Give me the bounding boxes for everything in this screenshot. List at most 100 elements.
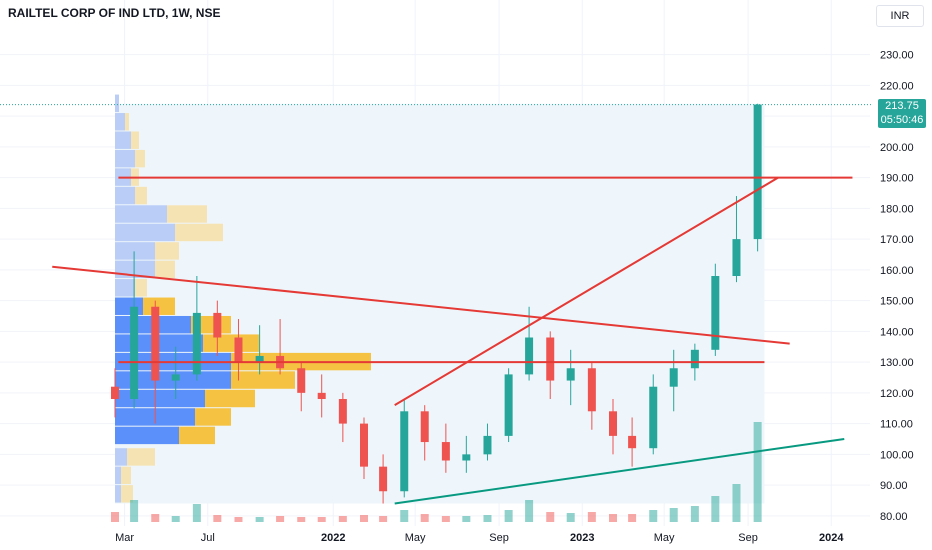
candle — [441, 423, 450, 473]
volume-bar — [213, 515, 222, 522]
candle-body — [546, 337, 555, 381]
price-tick-label: 80.00 — [880, 511, 908, 523]
volume-profile-row-up — [115, 186, 135, 205]
candle — [234, 319, 243, 381]
price-tick-label: 180.00 — [880, 203, 914, 215]
volume-bar — [669, 508, 678, 522]
volume-bar — [628, 514, 637, 522]
candle-body — [213, 312, 222, 338]
volume-bar — [587, 512, 596, 522]
candle — [255, 325, 264, 375]
candle-body — [690, 349, 699, 369]
volume-bar — [546, 512, 555, 522]
volume-profile-row-up — [115, 448, 127, 466]
volume-bar — [130, 500, 139, 522]
volume-profile-row-up — [115, 242, 155, 260]
volume-profile-row-up — [115, 297, 143, 315]
currency-button[interactable]: INR — [876, 5, 924, 27]
price-tick-label: 220.00 — [880, 80, 914, 92]
volume-profile-row-up — [115, 426, 179, 445]
volume-profile-row-down — [203, 334, 259, 352]
candles — [111, 103, 762, 504]
volume-profile-row-up — [115, 205, 167, 223]
volume-bar — [297, 517, 306, 522]
candle — [587, 362, 596, 430]
candle — [462, 435, 471, 473]
price-tick-label: 170.00 — [880, 234, 914, 246]
candle-body — [732, 239, 741, 276]
candle-body — [525, 337, 534, 375]
bar-countdown: 05:50:46 — [880, 114, 924, 126]
volume-bar — [420, 514, 429, 522]
volume-profile-row-down — [205, 389, 255, 408]
volume-bar — [753, 422, 762, 522]
candle-body — [711, 276, 720, 350]
volume-bar — [483, 515, 492, 522]
candle-body — [483, 435, 492, 455]
volume-profile-row-down — [231, 371, 295, 389]
candle-body — [171, 374, 180, 381]
candle — [338, 392, 347, 443]
candle — [297, 362, 306, 412]
candle — [192, 276, 201, 381]
candle-body — [151, 306, 160, 381]
candle — [525, 306, 534, 381]
volume-profile-row-up — [115, 466, 121, 485]
volume-bar — [379, 516, 388, 522]
volume-profile — [115, 94, 371, 503]
volume-bar — [649, 510, 658, 522]
candle — [609, 399, 617, 455]
price-tick-label: 230.00 — [880, 50, 914, 62]
volume-bar — [360, 515, 368, 522]
candle-body — [649, 386, 658, 449]
volume-profile-row-up — [115, 485, 121, 503]
candle-body — [130, 306, 139, 399]
candle-body — [566, 368, 575, 381]
price-tick-label: 200.00 — [880, 142, 914, 154]
candle-body — [587, 368, 596, 412]
candle-body — [338, 399, 347, 424]
candle-body — [462, 454, 471, 461]
time-tick-label: May — [654, 532, 675, 544]
volume-bar — [732, 484, 741, 522]
volume-profile-row-down — [175, 223, 223, 242]
volume-bar — [711, 496, 720, 522]
volume-profile-row-down — [121, 485, 133, 503]
time-tick-label: 2024 — [819, 532, 844, 544]
volume-bar — [462, 516, 471, 522]
volume-profile-row-up — [115, 149, 135, 168]
candle-body — [255, 355, 264, 363]
time-axis: Mar Jul 2022 May Sep 2023 May Sep 2024 — [115, 532, 844, 544]
volume-profile-row-down — [179, 426, 215, 445]
volume-bar — [255, 517, 264, 522]
volume-bar — [690, 506, 699, 522]
candle-body — [400, 411, 409, 492]
candle-body — [234, 337, 243, 363]
volume-bars — [111, 422, 762, 522]
volume-profile-row-down — [135, 186, 147, 205]
price-tick-label: 120.00 — [880, 388, 914, 400]
candle — [628, 417, 637, 467]
volume-profile-row-up — [115, 94, 119, 113]
candle — [130, 251, 139, 409]
volume-profile-row-down — [135, 279, 147, 297]
price-tick-label: 130.00 — [880, 357, 914, 369]
volume-bar — [566, 513, 575, 522]
volume-profile-row-down — [143, 297, 175, 315]
trendline — [52, 265, 790, 345]
candle — [732, 196, 741, 283]
volume-profile-row-up — [115, 279, 135, 297]
candle-body — [609, 411, 617, 436]
candle-body — [504, 374, 513, 436]
time-tick-label: May — [405, 532, 426, 544]
volume-profile-row-down — [135, 149, 145, 168]
price-tick-label: 150.00 — [880, 296, 914, 308]
time-tick-label: Sep — [738, 532, 758, 544]
trendline — [394, 437, 845, 505]
volume-profile-row-up — [115, 113, 125, 131]
volume-profile-row-down — [167, 205, 207, 223]
price-tick-label: 90.00 — [880, 480, 908, 492]
candle-body — [192, 312, 201, 375]
candle-body — [379, 466, 388, 492]
